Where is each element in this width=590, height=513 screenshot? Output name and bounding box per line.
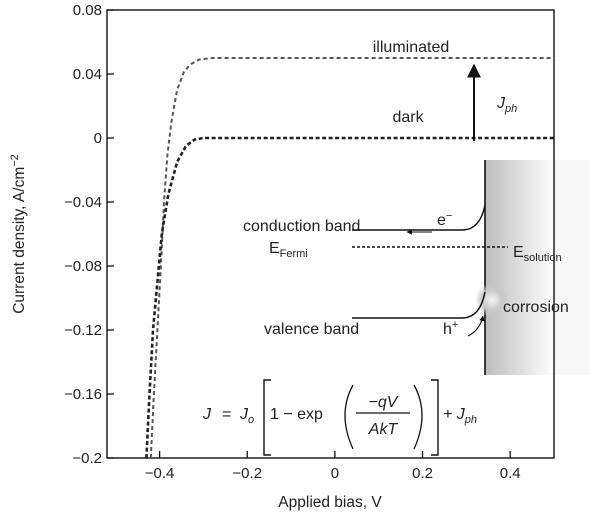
e-fermi-label: EFermi (269, 240, 308, 260)
valence-band-line (352, 291, 486, 319)
jph-label: Jph (496, 95, 517, 115)
equation-numerator: −qV (369, 394, 399, 411)
y-axis-label-exponent: −2 (9, 154, 21, 167)
equation-bracket-right (431, 379, 439, 456)
y-tick-label: 0.04 (73, 66, 102, 83)
x-tick-label: 0.4 (500, 465, 521, 482)
equation-bracket-left (263, 379, 271, 456)
conduction-band-line (352, 204, 486, 231)
x-tick-label: −0.4 (145, 465, 175, 482)
conduction-band-label: conduction band (243, 218, 360, 235)
hole-arrow (467, 315, 485, 337)
series-line-dark (145, 136, 554, 458)
electrode-region (485, 160, 555, 375)
y-tick-label: 0.08 (73, 2, 102, 19)
equation-paren-right (413, 384, 423, 450)
photocurrent-equation: J = Jo 1 − exp −qV AkT + Jph (202, 379, 477, 456)
axis-ticks: −0.4 −0.2 0 0.2 0.4 0.08 0.04 0 −0.04 −0.08 −0.12 −… (64, 2, 521, 482)
y-tick-label: −0.04 (64, 194, 102, 211)
y-tick-label: −0.2 (72, 450, 102, 467)
x-tick-label: 0.2 (412, 465, 433, 482)
y-tick-label: −0.08 (64, 258, 102, 275)
x-axis-label: Applied bias, V (278, 494, 382, 511)
band-diagram-inset (475, 160, 590, 375)
x-tick-label: 0 (331, 465, 339, 482)
equation-j0: Jo (239, 406, 254, 426)
y-tick-label: −0.12 (64, 322, 102, 339)
x-tick-label: −0.2 (232, 465, 262, 482)
electrode-region-ext (554, 160, 590, 375)
illuminated-label: illuminated (373, 39, 449, 56)
equation-equals: = (222, 406, 231, 423)
electron-label: e− (437, 210, 452, 229)
y-axis-label: Current density, A/cm−2 (9, 154, 28, 314)
y-tick-label: 0 (94, 130, 102, 147)
equation-lhs: J (202, 406, 212, 423)
valence-band-label: valence band (264, 321, 359, 338)
y-tick-label: −0.16 (64, 386, 102, 403)
corrosion-spot (475, 283, 509, 317)
series-line-illuminated (149, 57, 554, 458)
dark-label: dark (392, 109, 424, 126)
e-solution-label: Esolution (513, 244, 562, 264)
hole-label: h+ (443, 319, 458, 338)
equation-denominator: AkT (368, 421, 399, 438)
equation-paren-left (344, 384, 354, 450)
plot-frame (106, 9, 555, 459)
corrosion-label: corrosion (503, 299, 569, 316)
equation-one-minus-exp: 1 − exp (270, 406, 323, 423)
equation-plus-jph: + Jph (443, 406, 477, 426)
